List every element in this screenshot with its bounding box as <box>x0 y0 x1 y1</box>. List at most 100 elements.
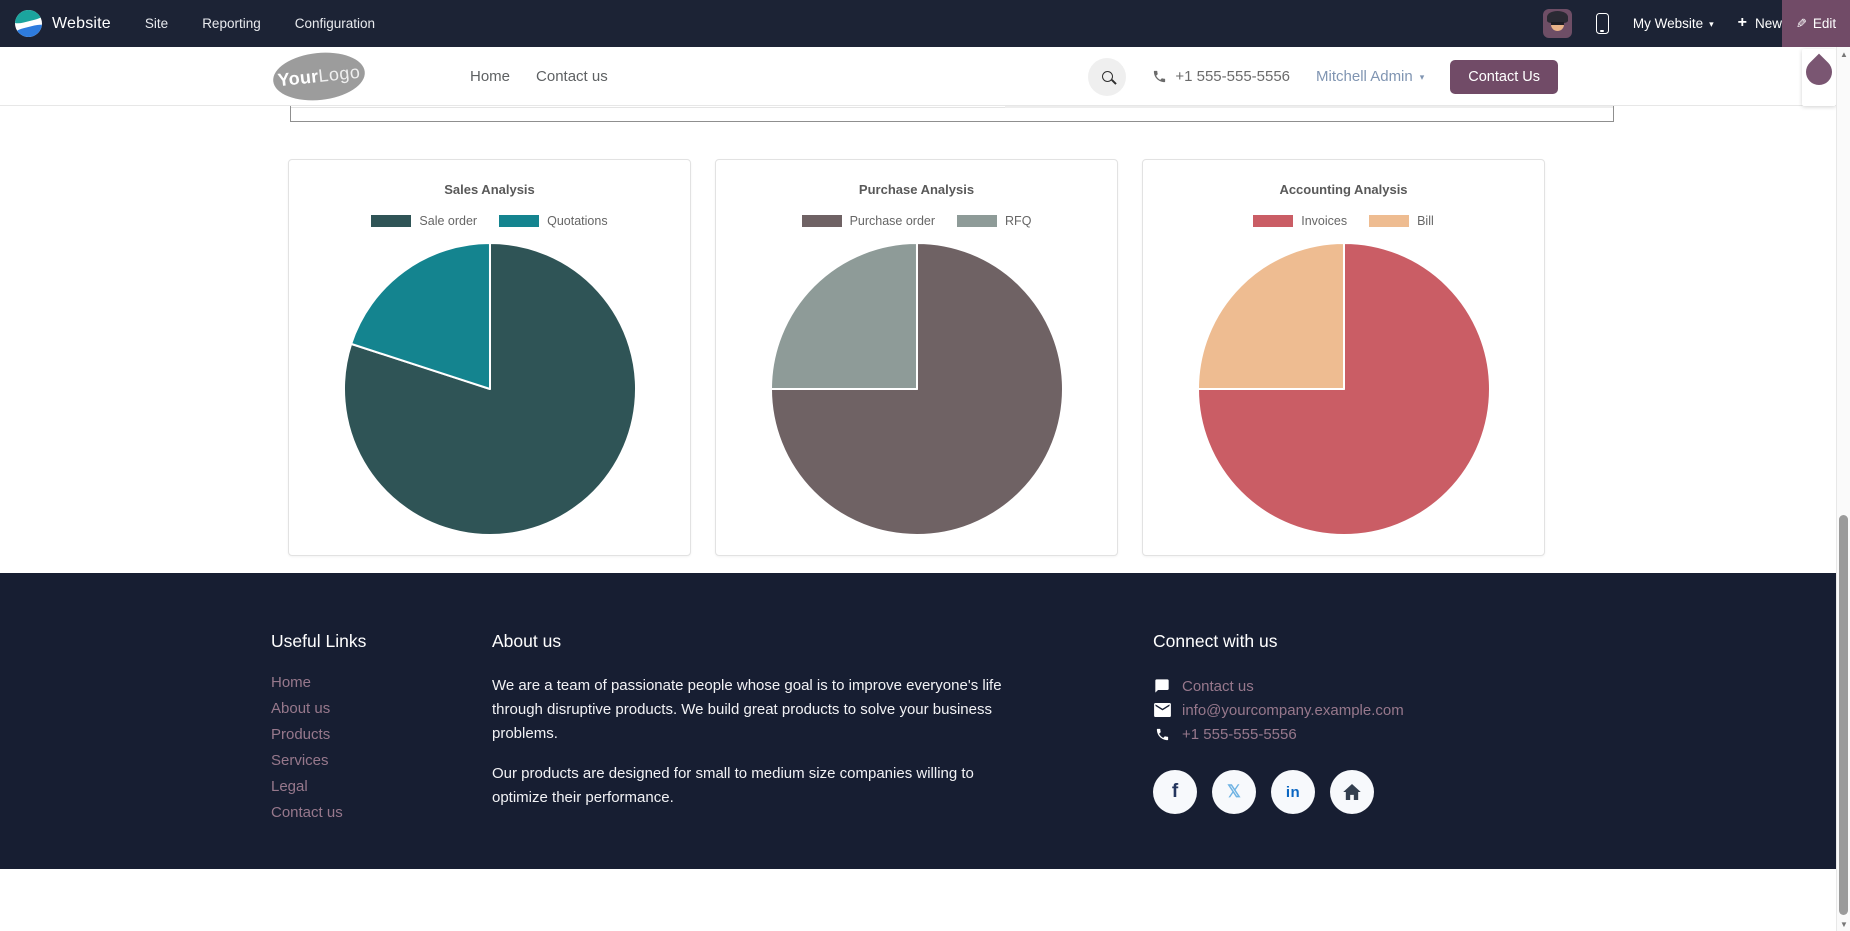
menu-configuration[interactable]: Configuration <box>294 16 376 31</box>
chart-title: Sales Analysis <box>444 182 535 197</box>
floating-shape-card <box>1800 49 1838 106</box>
user-account-dropdown[interactable]: Mitchell Admin ▾ <box>1316 68 1424 85</box>
x-glyph: 𝕏 <box>1227 782 1241 801</box>
chevron-down-icon: ▾ <box>1709 19 1714 29</box>
truncated-box-shaded-cell <box>1005 106 1613 108</box>
new-label: New <box>1754 16 1782 31</box>
linkedin-glyph: in <box>1285 783 1301 801</box>
sales-analysis-card: Sales Analysis Sale order Quotations <box>288 159 691 556</box>
menu-reporting[interactable]: Reporting <box>202 16 261 31</box>
x-twitter-icon[interactable]: 𝕏 <box>1212 770 1256 814</box>
logo-text-your: Your <box>276 66 320 91</box>
connect-contact-row: Contact us <box>1153 674 1404 698</box>
social-links: f 𝕏 in <box>1153 770 1404 814</box>
chart-legend: Purchase order RFQ <box>716 214 1117 228</box>
avatar-glasses <box>1550 22 1564 25</box>
legend-label: Purchase order <box>849 214 936 228</box>
list-item: Services <box>271 752 366 770</box>
linkedin-icon[interactable]: in <box>1271 770 1315 814</box>
envelope-icon <box>1153 703 1171 717</box>
list-item: Products <box>271 726 366 744</box>
topbar-left: Website Site Reporting Configuration <box>0 10 375 37</box>
about-paragraph-1: We are a team of passionate people whose… <box>492 677 1002 742</box>
legend-item[interactable]: RFQ <box>957 214 1031 228</box>
legend-item[interactable]: Bill <box>1369 214 1434 228</box>
logo-text-logo: Logo <box>317 61 362 87</box>
footer-useful-links: Useful Links Home About us Products Serv… <box>271 573 366 830</box>
nav-home[interactable]: Home <box>470 68 511 85</box>
site-nav: Home Contact us <box>470 47 608 106</box>
scroll-up-arrow[interactable]: ▲ <box>1840 49 1848 59</box>
legend-item[interactable]: Purchase order <box>801 214 936 228</box>
edit-label: Edit <box>1812 16 1837 31</box>
chart-legend: Sale order Quotations <box>289 214 690 228</box>
footer-connect: Connect with us Contact us info@yourcomp… <box>1153 573 1404 814</box>
about-us-heading: About us <box>492 631 562 651</box>
edit-button[interactable]: ✎ Edit <box>1782 0 1850 47</box>
app-icon-bottom-shape <box>15 22 42 37</box>
footer-link-home[interactable]: Home <box>271 674 312 691</box>
chat-icon <box>1153 678 1171 694</box>
site-footer: Useful Links Home About us Products Serv… <box>0 573 1836 869</box>
legend-item[interactable]: Invoices <box>1253 214 1347 228</box>
chevron-down-icon: ▾ <box>1419 72 1425 82</box>
user-name: Mitchell Admin <box>1316 68 1413 85</box>
header-phone-number: +1 555-555-5556 <box>1175 68 1291 85</box>
topbar-right: My Website ▾ + New <box>1542 0 1782 47</box>
scroll-down-arrow[interactable]: ▼ <box>1840 919 1848 929</box>
accounting-analysis-card: Accounting Analysis Invoices Bill <box>1142 159 1545 556</box>
website-app-icon[interactable] <box>15 10 42 37</box>
app-icon-top-shape <box>15 10 42 26</box>
phone-icon <box>1154 70 1166 83</box>
purchase-pie-chart[interactable] <box>767 239 1067 539</box>
footer-link-legal[interactable]: Legal <box>271 778 308 795</box>
droplet-icon <box>1800 53 1838 91</box>
user-avatar[interactable] <box>1542 9 1572 38</box>
useful-links-heading: Useful Links <box>271 631 367 651</box>
mobile-preview-icon[interactable] <box>1595 13 1609 34</box>
site-logo[interactable]: Your Logo <box>270 48 368 105</box>
legend-label: Invoices <box>1301 214 1348 228</box>
legend-swatch <box>801 215 842 227</box>
legend-swatch <box>499 215 540 227</box>
site-header: Your Logo Home Contact us +1 555-555-5556… <box>0 47 1838 106</box>
about-paragraph-2: Our products are designed for small to m… <box>492 765 974 806</box>
footer-link-products[interactable]: Products <box>271 726 331 743</box>
connect-phone-link[interactable]: +1 555-555-5556 <box>1182 725 1297 743</box>
new-button[interactable]: + New <box>1738 14 1782 33</box>
backend-topbar: Website Site Reporting Configuration My … <box>0 0 1850 47</box>
my-website-label: My Website <box>1632 16 1704 31</box>
connect-contact-link[interactable]: Contact us <box>1182 677 1254 695</box>
home-icon[interactable] <box>1330 770 1374 814</box>
legend-label: Sale order <box>419 214 478 228</box>
connect-email-row: info@yourcompany.example.com <box>1153 698 1404 722</box>
footer-link-services[interactable]: Services <box>271 752 329 769</box>
vertical-scrollbar[interactable]: ▲ ▼ <box>1836 47 1850 931</box>
facebook-icon[interactable]: f <box>1153 770 1197 814</box>
app-name[interactable]: Website <box>52 14 111 32</box>
search-button[interactable] <box>1088 57 1127 96</box>
footer-link-about-us[interactable]: About us <box>271 700 331 717</box>
facebook-glyph: f <box>1171 781 1179 802</box>
nav-contact-us[interactable]: Contact us <box>536 68 608 85</box>
connect-email-link[interactable]: info@yourcompany.example.com <box>1182 701 1404 719</box>
pencil-icon: ✎ <box>1795 15 1807 31</box>
scrollbar-thumb[interactable] <box>1839 515 1848 915</box>
legend-swatch <box>371 215 412 227</box>
header-phone[interactable]: +1 555-555-5556 <box>1152 68 1290 85</box>
footer-link-contact-us[interactable]: Contact us <box>271 804 343 821</box>
sales-pie-chart[interactable] <box>340 239 640 539</box>
list-item: Home <box>271 674 366 692</box>
header-tools: +1 555-555-5556 Mitchell Admin ▾ Contact… <box>1088 47 1558 106</box>
legend-label: RFQ <box>1005 214 1032 228</box>
legend-item[interactable]: Sale order <box>371 214 477 228</box>
legend-swatch <box>1369 215 1410 227</box>
menu-site[interactable]: Site <box>144 16 169 31</box>
accounting-pie-chart[interactable] <box>1194 239 1494 539</box>
chart-legend: Invoices Bill <box>1143 214 1544 228</box>
contact-us-button[interactable]: Contact Us <box>1450 59 1558 94</box>
website-page: Your Logo Home Contact us +1 555-555-5556… <box>0 47 1838 931</box>
my-website-dropdown[interactable]: My Website ▾ <box>1633 16 1714 31</box>
connect-heading: Connect with us <box>1153 631 1278 651</box>
legend-item[interactable]: Quotations <box>499 214 608 228</box>
